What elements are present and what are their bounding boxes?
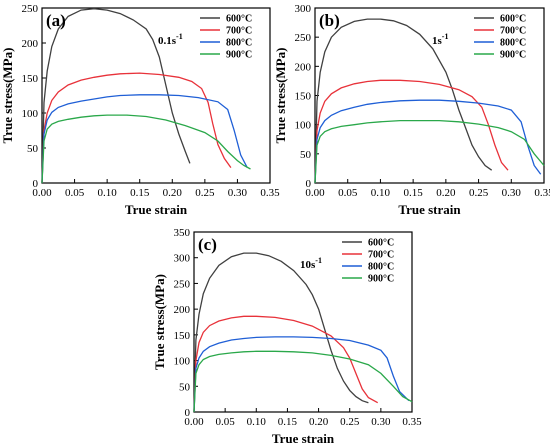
panel-label: (b) (319, 11, 340, 30)
y-tick-label: 0 (306, 178, 312, 190)
legend-label: 700°C (226, 26, 252, 37)
y-tick-label: 200 (295, 61, 312, 73)
series-line-700°C (193, 315, 379, 413)
x-tick-label: 0.15 (130, 187, 150, 199)
series-line-800°C (41, 94, 248, 184)
y-tick-label: 350 (174, 227, 191, 239)
series-line-600°C (314, 18, 493, 184)
y-axis-label: True stress(MPa) (152, 274, 167, 370)
x-tick-label: 0.15 (278, 416, 298, 428)
series-line-600°C (41, 8, 191, 184)
x-tick-label: 0.10 (98, 187, 118, 199)
x-axis-label: True strain (272, 431, 335, 446)
x-tick-label: 0.00 (305, 187, 325, 199)
x-tick-label: 0.20 (309, 416, 329, 428)
x-tick-label: 0.30 (228, 187, 248, 199)
x-tick-label: 0.25 (469, 187, 489, 199)
x-tick-label: 0.05 (65, 187, 85, 199)
x-tick-label: 0.25 (340, 416, 360, 428)
y-tick-label: 0 (185, 407, 191, 419)
series-line-700°C (314, 79, 509, 184)
strain-rate-exponent: -1 (315, 256, 322, 265)
x-tick-label: 0.35 (534, 187, 550, 199)
x-tick-label: 0.35 (260, 187, 280, 199)
y-tick-label: 300 (174, 253, 191, 265)
plot-frame (193, 231, 413, 413)
chart-panel-1: 0.00 0.05 0.10 0.15 0.20 0.25 0.30 0.35 0 50 100 15… (0, 3, 280, 217)
x-tick-label: 0.25 (195, 187, 215, 199)
y-tick-label: 250 (22, 3, 39, 15)
y-tick-label: 100 (174, 356, 191, 368)
strain-rate-label: 10s-1 (300, 256, 322, 271)
x-tick-label: 0.30 (371, 416, 391, 428)
strain-rate-label: 1s-1 (432, 32, 448, 47)
y-tick-label: 150 (22, 73, 39, 85)
series-line-900°C (193, 350, 413, 413)
legend-label: 600°C (500, 14, 526, 25)
legend-label: 800°C (368, 262, 394, 273)
x-tick-label: 0.00 (184, 416, 204, 428)
series-line-800°C (314, 99, 542, 184)
y-tick-label: 300 (295, 3, 312, 15)
x-tick-label: 0.20 (436, 187, 456, 199)
x-tick-label: 0.15 (404, 187, 424, 199)
x-tick-label: 0.30 (502, 187, 522, 199)
y-tick-label: 50 (27, 143, 39, 155)
strain-rate-value: 1s (432, 35, 443, 47)
x-axis-label: True strain (398, 202, 461, 217)
legend-label: 800°C (226, 38, 252, 49)
x-tick-label: 0.10 (247, 416, 267, 428)
y-tick-label: 100 (295, 120, 312, 132)
x-tick-label: 0.35 (402, 416, 422, 428)
x-axis-label: True strain (125, 202, 188, 217)
strain-rate-exponent: -1 (442, 32, 449, 41)
series-line-700°C (41, 72, 232, 184)
x-tick-label: 0.00 (32, 187, 52, 199)
chart-panel-3: 0.00 0.05 0.10 0.15 0.20 0.25 0.30 0.35 0 50 100 15… (152, 227, 422, 446)
y-tick-label: 250 (295, 32, 312, 44)
strain-rate-exponent: -1 (176, 32, 183, 41)
strain-rate-value: 10s (300, 259, 316, 271)
y-tick-label: 150 (295, 91, 312, 103)
y-tick-label: 0 (33, 178, 39, 190)
y-tick-label: 150 (174, 330, 191, 342)
panel-label: (a) (46, 11, 66, 30)
legend-label: 600°C (368, 238, 394, 249)
series-line-900°C (41, 114, 251, 184)
legend-label: 900°C (500, 50, 526, 61)
series-line-900°C (314, 119, 545, 184)
series-line-800°C (193, 336, 410, 413)
strain-rate-label: 0.1s-1 (158, 32, 183, 47)
y-tick-label: 100 (22, 108, 39, 120)
legend-label: 900°C (368, 274, 394, 285)
chart-panel-2: 0.00 0.05 0.10 0.15 0.20 0.25 0.30 0.35 0 50 100 15… (273, 3, 550, 217)
y-axis-label: True stress(MPa) (273, 48, 288, 144)
legend-label: 700°C (500, 26, 526, 37)
series-line-600°C (193, 252, 369, 413)
y-tick-label: 200 (22, 38, 39, 50)
y-tick-label: 200 (174, 304, 191, 316)
strain-rate-value: 0.1s (158, 35, 177, 47)
y-tick-label: 50 (179, 381, 191, 393)
legend-label: 600°C (226, 14, 252, 25)
y-tick-label: 250 (174, 278, 191, 290)
y-tick-label: 50 (300, 149, 312, 161)
plot-frame (41, 7, 271, 184)
legend-label: 900°C (226, 50, 252, 61)
legend-label: 800°C (500, 38, 526, 49)
x-tick-label: 0.10 (371, 187, 391, 199)
x-tick-label: 0.05 (338, 187, 358, 199)
legend-label: 700°C (368, 250, 394, 261)
x-tick-label: 0.05 (216, 416, 236, 428)
y-axis-label: True stress(MPa) (0, 48, 15, 144)
x-tick-label: 0.20 (163, 187, 183, 199)
panel-label: (c) (198, 235, 217, 254)
